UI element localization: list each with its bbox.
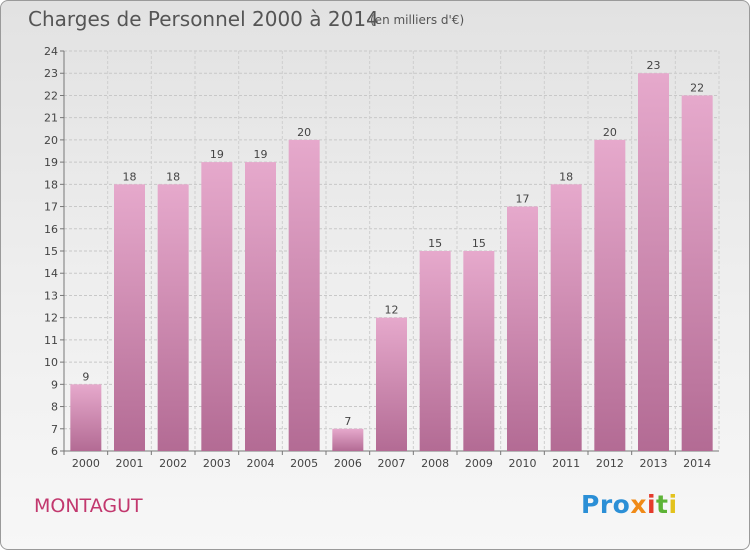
- y-tick-label: 7: [51, 423, 58, 436]
- y-tick-label: 24: [44, 45, 58, 58]
- data-label: 23: [647, 59, 661, 72]
- bar: [594, 139, 626, 451]
- bar: [201, 162, 233, 451]
- bars: [70, 73, 713, 452]
- x-tick-label: 2014: [683, 457, 711, 470]
- x-tick-label: 2000: [72, 457, 100, 470]
- bar: [507, 206, 538, 451]
- x-tick-label: 2002: [159, 457, 187, 470]
- data-label: 9: [82, 370, 89, 383]
- y-tick-label: 22: [44, 89, 58, 102]
- data-label: 15: [428, 237, 442, 250]
- y-tick-label: 23: [44, 67, 58, 80]
- chart-title: Charges de Personnel 2000 à 2014: [28, 7, 379, 31]
- bar: [550, 184, 582, 452]
- y-tick-label: 9: [51, 378, 58, 391]
- y-tick-label: 20: [44, 134, 58, 147]
- bar: [419, 251, 451, 451]
- data-label: 15: [472, 237, 486, 250]
- y-tick-label: 18: [44, 178, 58, 191]
- chart-subtitle: (en milliers d'€): [370, 13, 465, 27]
- proxiti-logo: Proxiti: [581, 490, 678, 519]
- data-label: 12: [385, 304, 399, 317]
- bar: [638, 73, 669, 451]
- x-tick-label: 2001: [116, 457, 144, 470]
- x-tick-label: 2011: [552, 457, 580, 470]
- y-tick-label: 19: [44, 156, 58, 169]
- data-label: 19: [210, 148, 224, 161]
- bar: [332, 428, 364, 451]
- y-tick-label: 6: [51, 445, 58, 458]
- x-tick-label: 2004: [247, 457, 275, 470]
- y-tick-label: 12: [44, 312, 58, 325]
- commune-name: MONTAGUT: [34, 495, 143, 517]
- x-tick-label: 2003: [203, 457, 231, 470]
- data-label: 18: [123, 170, 137, 183]
- x-tick-label: 2008: [421, 457, 449, 470]
- y-tick-label: 16: [44, 223, 58, 236]
- x-tick-label: 2012: [596, 457, 624, 470]
- x-tick-label: 2010: [509, 457, 537, 470]
- logo-part: t: [656, 490, 669, 519]
- data-labels: 9 18 18 19 19 20 7 12 15 15 17 18 20 23 22: [82, 59, 704, 428]
- bar: [245, 162, 276, 451]
- x-tick-label: 2009: [465, 457, 493, 470]
- x-tick-label: 2007: [378, 457, 406, 470]
- bar: [157, 184, 189, 452]
- x-tick-label: 2013: [640, 457, 668, 470]
- bar: [70, 384, 102, 451]
- x-tick-label: 2005: [290, 457, 318, 470]
- data-label: 18: [559, 170, 573, 183]
- y-tick-label: 13: [44, 289, 58, 302]
- y-tick-label: 15: [44, 245, 58, 258]
- data-label: 20: [297, 126, 311, 139]
- data-label: 20: [603, 126, 617, 139]
- logo-part: x: [630, 490, 647, 519]
- bar: [288, 139, 320, 451]
- x-tick-label: 2006: [334, 457, 362, 470]
- logo-part: i: [668, 490, 678, 519]
- data-label: 17: [516, 193, 530, 206]
- bar: [681, 95, 713, 451]
- data-label: 18: [166, 170, 180, 183]
- data-label: 22: [690, 81, 704, 94]
- logo-part: Pro: [581, 490, 631, 519]
- bar: [114, 184, 145, 452]
- bar: [376, 317, 407, 451]
- logo-part: i: [646, 490, 657, 519]
- y-tick-label: 10: [44, 356, 58, 369]
- data-label: 19: [254, 148, 268, 161]
- y-tick-label: 8: [51, 401, 58, 414]
- y-tick-label: 11: [44, 334, 58, 347]
- data-label: 7: [344, 415, 351, 428]
- y-tick-label: 21: [44, 112, 58, 125]
- bar: [463, 251, 495, 451]
- y-tick-label: 14: [44, 267, 58, 280]
- y-tick-label: 17: [44, 201, 58, 214]
